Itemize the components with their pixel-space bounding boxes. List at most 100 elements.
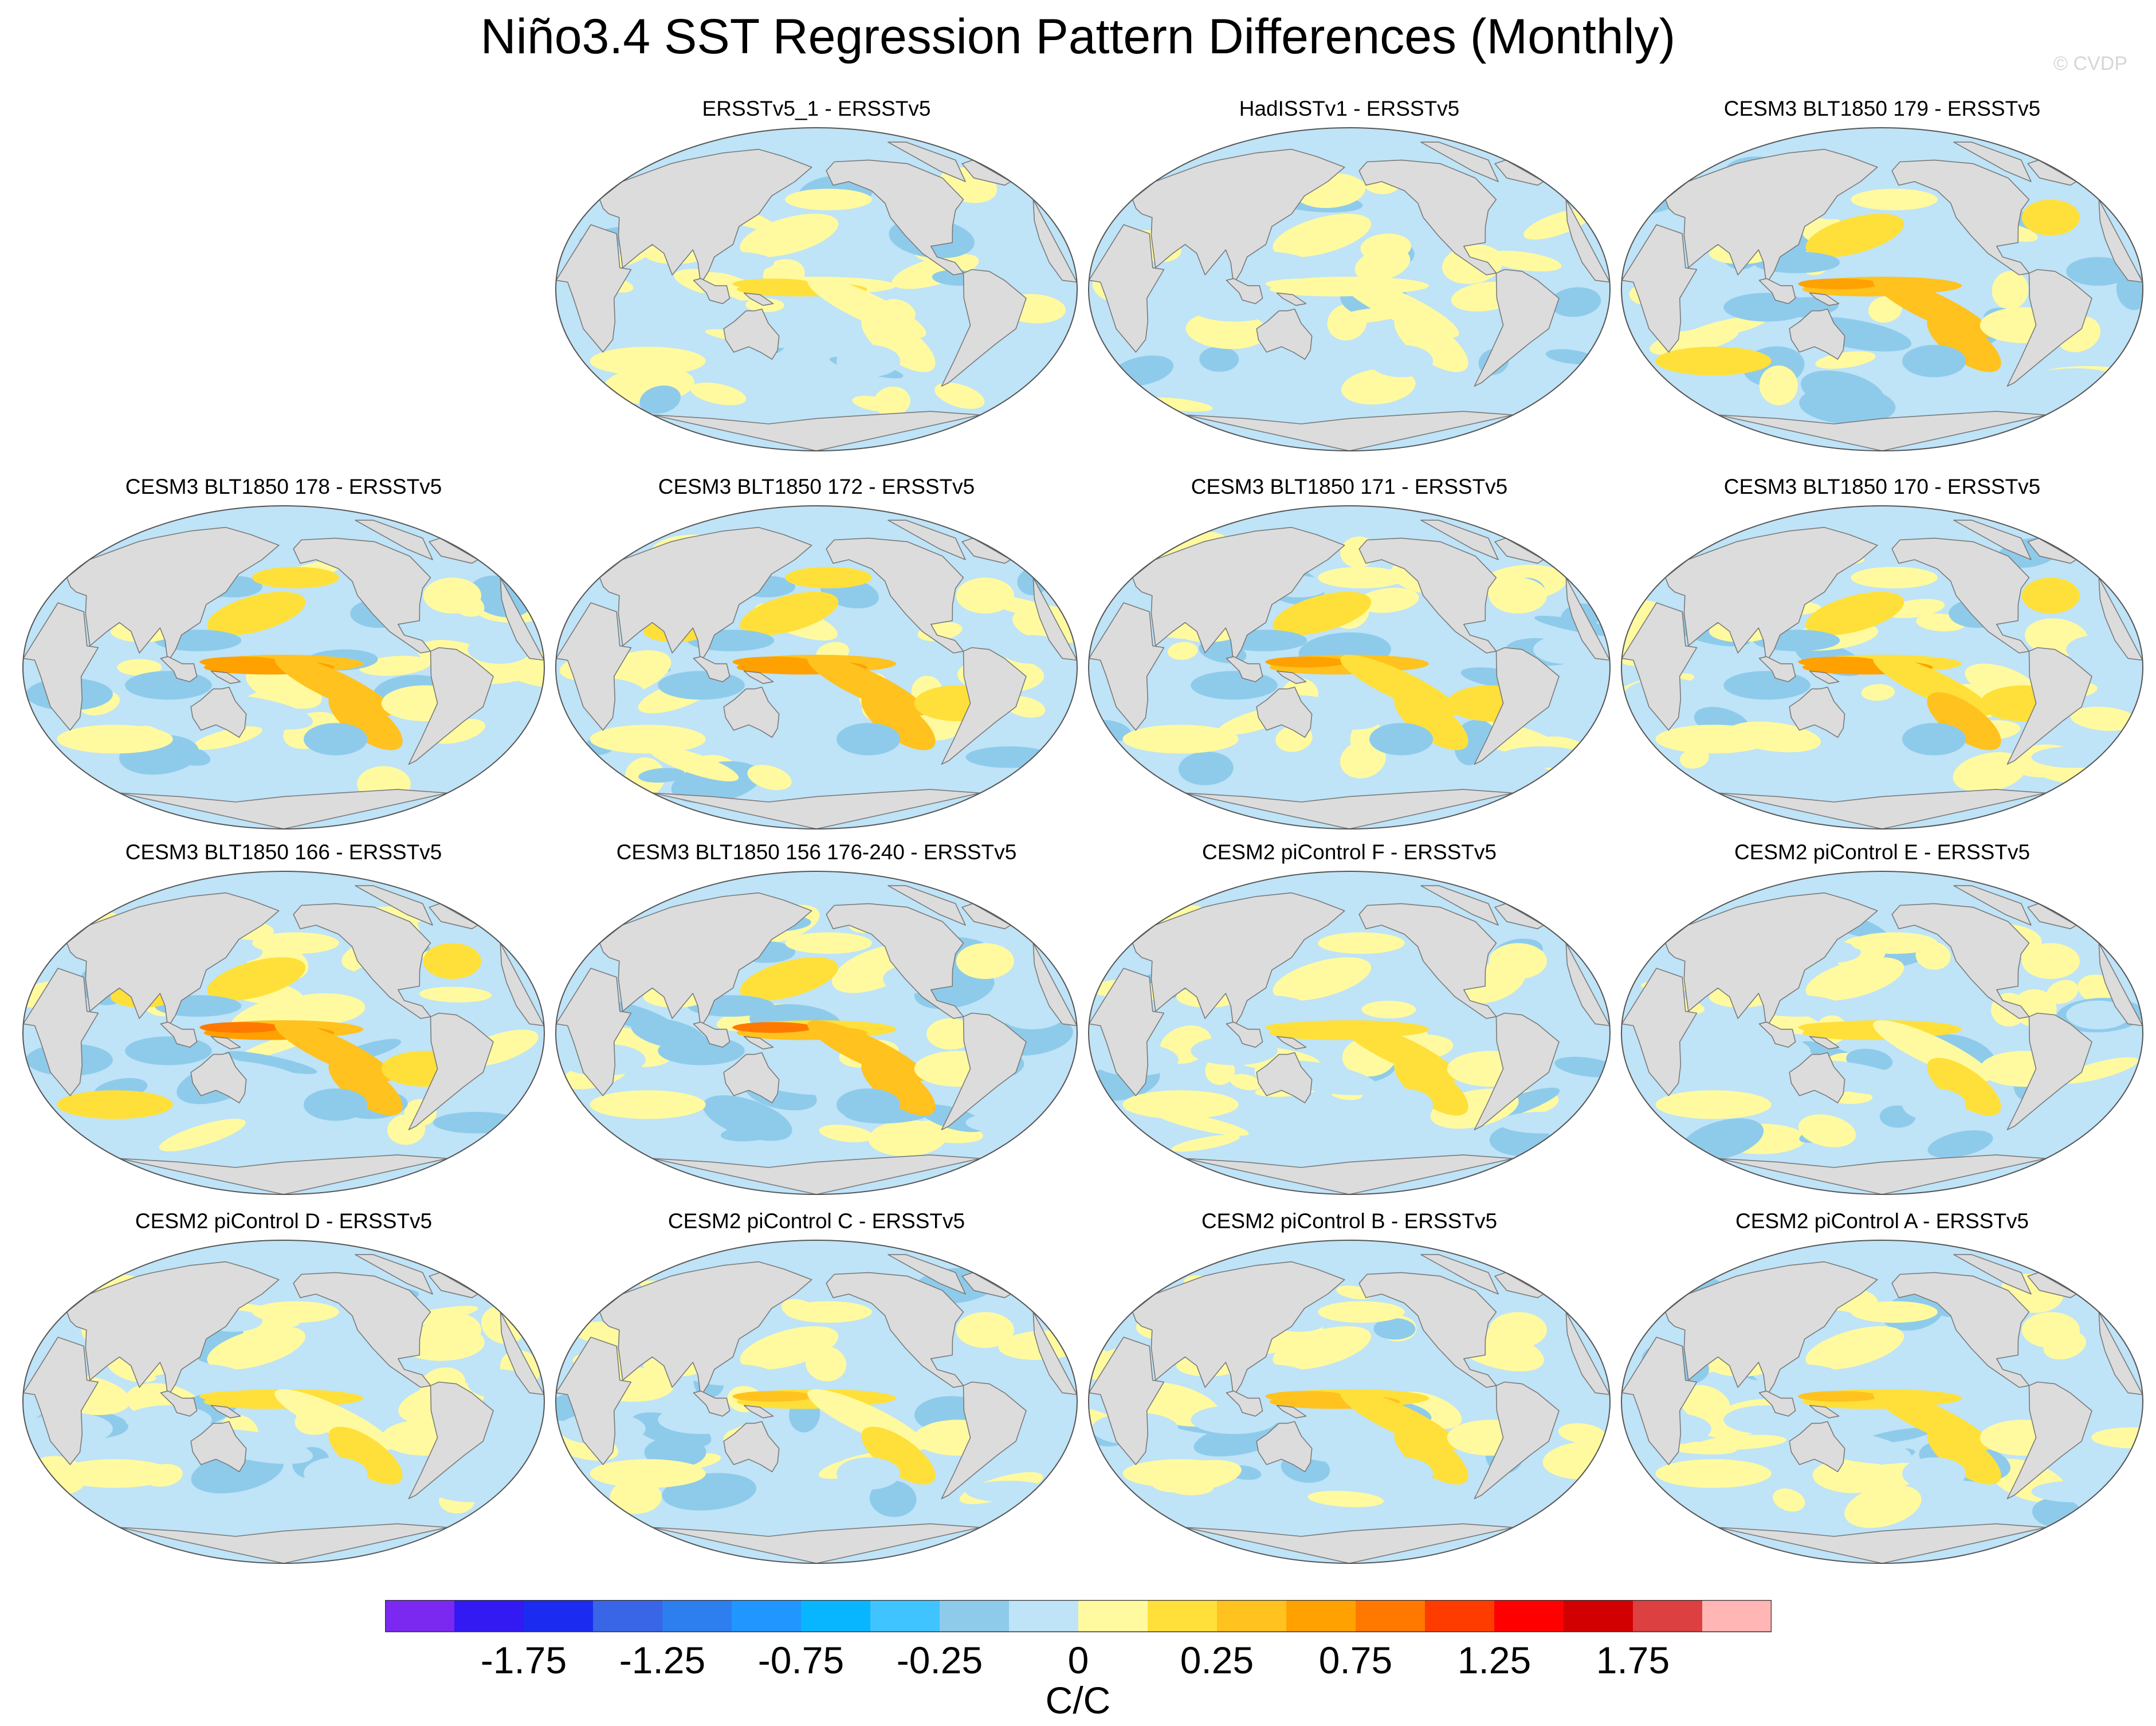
colorbar-swatch (1633, 1600, 1703, 1632)
anomaly-patch (1844, 1484, 1922, 1528)
cool-anomaly (1369, 1088, 1434, 1121)
cool-anomaly (304, 723, 368, 756)
credit-watermark: © CVDP (2053, 53, 2127, 74)
warm-anomaly (207, 1326, 306, 1370)
warm-anomaly (861, 1057, 936, 1116)
cool-anomaly (1498, 746, 1586, 768)
map-panel: CESM3 BLT1850 172 - ERSSTv5 (553, 474, 1080, 832)
colorbar-swatch (1356, 1600, 1425, 1632)
landmass (556, 602, 632, 731)
anomaly-patch (1361, 1000, 1416, 1019)
warm-anomaly (732, 656, 814, 667)
cool-anomaly (433, 1111, 520, 1134)
colorbar-swatches (385, 1600, 1772, 1633)
landmass (1474, 647, 1560, 765)
landmass (941, 269, 1027, 387)
warm-anomaly (590, 347, 706, 376)
map-panel-title: CESM3 BLT1850 170 - ERSSTv5 (1723, 475, 2041, 498)
landmass (1953, 141, 2032, 182)
landmass (1565, 577, 1610, 661)
map-panel-title: CESM3 BLT1850 178 - ERSSTv5 (125, 475, 442, 498)
landmass (826, 537, 964, 654)
landmass (1132, 1261, 1345, 1397)
landmass (556, 1336, 632, 1465)
landmass (1089, 602, 1165, 731)
warm-anomaly (1805, 592, 1904, 635)
cool-anomaly (1369, 723, 1434, 756)
landmass (941, 1381, 1027, 1499)
landmass (2006, 1381, 2092, 1499)
anomaly-patch (419, 986, 492, 1002)
cool-anomaly (2031, 1111, 2119, 1134)
landmass (1758, 1390, 1796, 1417)
colorbar-swatch (1702, 1600, 1772, 1632)
anomaly-patch (1171, 1134, 1240, 1152)
colorbar-swatch (1564, 1600, 1633, 1632)
warm-anomaly (590, 1090, 706, 1119)
landmass (1718, 411, 2047, 451)
map-panel-title: CESM2 piControl C - ERSSTv5 (667, 1209, 965, 1233)
landmass (66, 1261, 280, 1397)
cool-anomaly (2066, 635, 2130, 664)
cool-anomaly (468, 1369, 532, 1398)
map-panel: CESM2 piControl E - ERSSTv5 (1619, 840, 2146, 1198)
landmass (1185, 1154, 1514, 1194)
anomaly-patch (1665, 1441, 1737, 1454)
landmass (1089, 224, 1165, 353)
warm-anomaly (1655, 1090, 1772, 1119)
cool-anomaly (658, 293, 745, 322)
warm-anomaly (1798, 1391, 1879, 1402)
map-projection (22, 505, 545, 829)
landmass (1420, 885, 1499, 926)
colorbar-swatch (593, 1600, 663, 1632)
anomaly-patch (2059, 1057, 2139, 1084)
cool-anomaly (965, 368, 1053, 390)
landmass (1358, 903, 1497, 1019)
warm-anomaly (590, 725, 706, 754)
cool-anomaly (965, 1480, 1053, 1503)
warm-anomaly (2021, 577, 2080, 614)
anomaly-patch (747, 765, 792, 791)
landmass (1420, 1254, 1499, 1295)
cool-anomaly (1369, 345, 1434, 378)
warm-anomaly (1927, 314, 2001, 372)
anomaly-patch (874, 386, 910, 417)
landmass (355, 885, 433, 926)
landmass (1226, 278, 1263, 304)
landmass (2098, 1311, 2143, 1395)
cool-anomaly (658, 1036, 745, 1066)
colorbar-swatch (662, 1600, 732, 1632)
warm-anomaly (1273, 214, 1372, 257)
anomaly-patch (1815, 351, 1876, 369)
warm-anomaly (423, 1312, 482, 1348)
warm-anomaly (1927, 1426, 2001, 1485)
anomaly-patch (638, 768, 686, 783)
landmass (1565, 199, 1610, 283)
anomaly-patch (610, 1480, 662, 1514)
landmass (408, 647, 494, 765)
cool-anomaly (125, 1405, 212, 1434)
anomaly-patch (1307, 1491, 1384, 1508)
cool-anomaly (1723, 293, 1811, 322)
warm-anomaly (732, 1022, 814, 1033)
warm-anomaly (328, 692, 403, 750)
anomaly-patch (639, 385, 681, 414)
cool-anomaly (1902, 345, 1966, 378)
colorbar-tick-label: -1.75 (480, 1639, 567, 1681)
warm-anomaly (1265, 278, 1346, 289)
cool-anomaly (125, 1036, 212, 1066)
landmass (652, 789, 981, 829)
map-panel-title: CESM3 BLT1850 166 - ERSSTv5 (125, 840, 442, 864)
map-outline (1621, 1240, 2143, 1564)
warm-anomaly (207, 957, 306, 1001)
anomaly-patch (926, 1018, 975, 1050)
anomaly-patch (1341, 368, 1416, 405)
colorbar-tick-label: -1.25 (619, 1639, 706, 1681)
map-projection (22, 871, 545, 1195)
landmass (355, 520, 433, 560)
warm-anomaly (252, 932, 339, 954)
anomaly-patch (273, 993, 366, 1026)
anomaly-patch (1801, 370, 1885, 413)
map-panel: CESM2 piControl B - ERSSTv5 (1086, 1209, 1613, 1567)
cool-anomaly (1498, 1111, 1586, 1134)
